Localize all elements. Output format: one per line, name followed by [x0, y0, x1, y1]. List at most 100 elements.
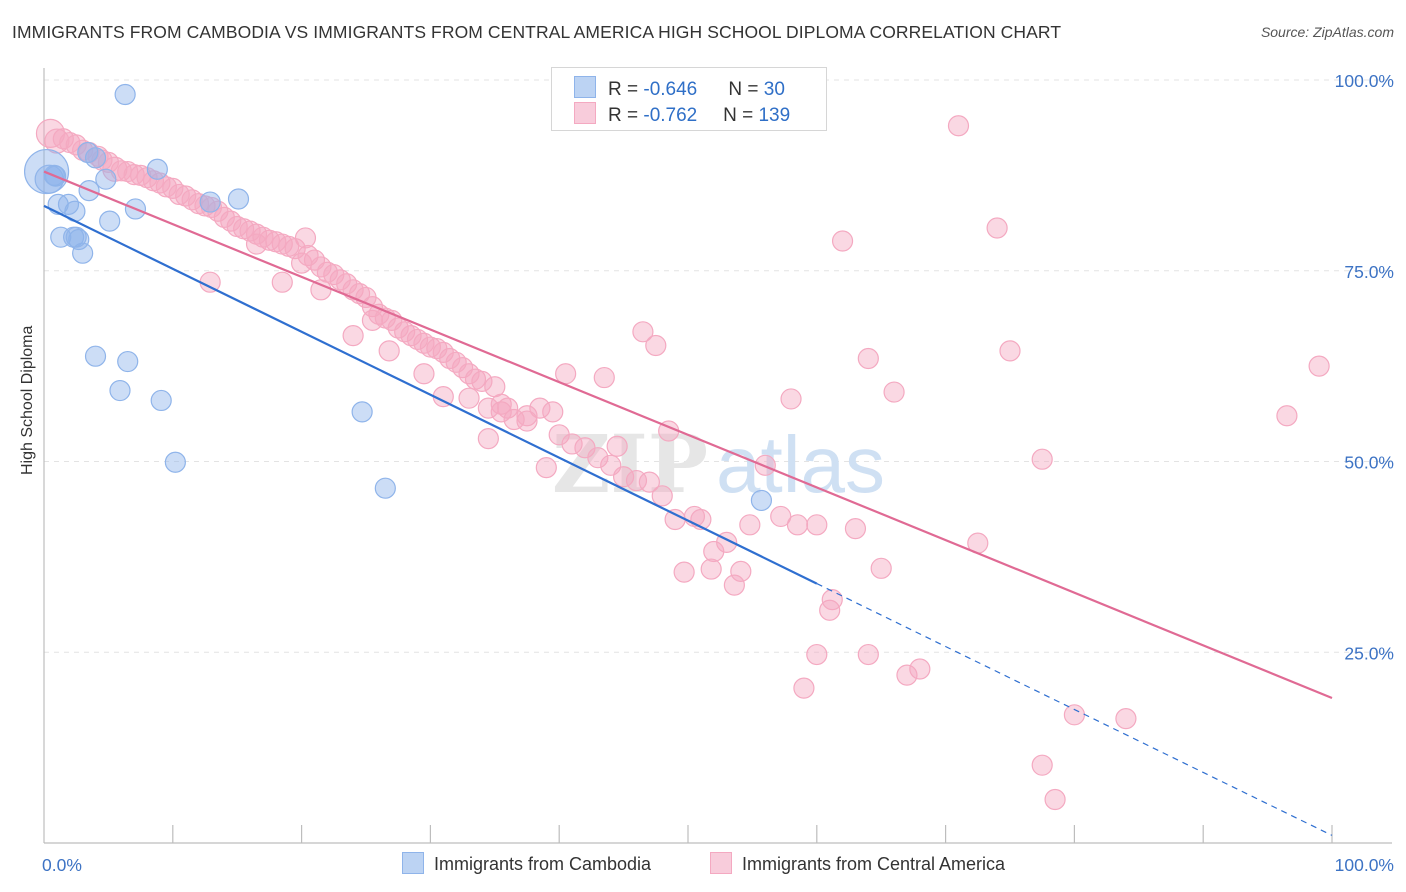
y-tick-label: 100.0% — [1335, 71, 1394, 91]
data-point — [806, 643, 828, 666]
y-tick-label: 25.0% — [1344, 643, 1394, 663]
data-point — [780, 388, 802, 410]
data-point — [770, 505, 792, 528]
data-point — [497, 397, 519, 419]
r-value-central-america: -0.762 — [643, 105, 698, 126]
data-point — [909, 658, 931, 680]
data-point — [291, 252, 313, 274]
data-point — [361, 309, 384, 331]
r-label: R = — [608, 105, 644, 126]
data-point — [294, 227, 317, 249]
legend-label-cambodia: Immigrants from Cambodia — [434, 854, 652, 874]
legend-item-cambodia: Immigrants from Cambodia — [402, 852, 651, 875]
trend-lines — [43, 170, 1333, 836]
data-point — [150, 389, 172, 412]
data-point — [632, 321, 654, 343]
data-point — [419, 336, 441, 358]
data-point — [1031, 448, 1053, 470]
data-point — [529, 397, 551, 419]
data-point — [175, 185, 197, 207]
data-point — [857, 347, 879, 370]
data-point — [561, 433, 583, 455]
data-point — [857, 643, 879, 666]
y-axis-label: High School Diploma — [19, 325, 36, 475]
data-point — [164, 451, 186, 473]
data-point — [146, 158, 168, 180]
correlation-legend: R = -0.646 N = 30 R = -0.762 N = 139 — [551, 67, 827, 131]
data-point — [587, 447, 609, 469]
data-point — [844, 518, 867, 540]
data-point — [986, 217, 1008, 239]
trend-line — [43, 170, 1333, 700]
legend-row-central-america: R = -0.762 N = 139 — [574, 102, 790, 128]
r-label: R = — [608, 79, 644, 100]
y-tick-label: 50.0% — [1344, 453, 1394, 473]
data-point — [593, 366, 615, 389]
data-point — [477, 428, 499, 450]
data-point — [821, 589, 843, 611]
data-point — [406, 328, 429, 351]
legend-swatch-cambodia — [402, 852, 424, 874]
data-point — [413, 332, 435, 354]
data-point — [664, 508, 686, 531]
data-point — [638, 471, 660, 493]
data-point — [99, 210, 121, 232]
data-point — [896, 664, 918, 686]
data-point — [477, 397, 499, 419]
data-point — [77, 141, 99, 164]
data-point — [645, 334, 667, 357]
series-central-america — [35, 115, 1330, 811]
data-point — [999, 340, 1021, 362]
data-point — [84, 147, 107, 169]
data-point — [831, 230, 854, 252]
data-point — [1276, 405, 1298, 427]
data-point — [181, 189, 203, 211]
legend-label-central-america: Immigrants from Central America — [742, 854, 1006, 874]
x-tick-label: 100.0% — [1335, 855, 1394, 875]
r-value-cambodia: -0.646 — [643, 79, 698, 100]
data-point — [245, 233, 268, 255]
data-point — [793, 677, 815, 699]
watermark-zip: ZIP — [552, 417, 708, 511]
data-point — [1031, 754, 1053, 776]
legend-row-cambodia: R = -0.646 N = 30 — [574, 76, 785, 102]
data-point — [258, 229, 280, 251]
data-point — [535, 457, 557, 479]
data-point — [199, 271, 221, 293]
data-point — [227, 188, 250, 210]
data-point — [342, 325, 364, 347]
data-point — [739, 514, 761, 536]
data-point — [870, 557, 892, 579]
series-cambodia — [23, 83, 773, 512]
data-point — [730, 560, 752, 582]
chart-source: Source: ZipAtlas.com — [1260, 24, 1394, 40]
data-point — [413, 363, 435, 385]
data-point — [700, 558, 722, 580]
data-point — [1308, 355, 1330, 377]
trend-line — [43, 204, 818, 585]
legend-swatch-central-america — [574, 102, 596, 124]
legend-item-central-america: Immigrants from Central America — [710, 852, 1005, 875]
data-point — [490, 401, 512, 423]
data-point — [114, 83, 136, 106]
data-point — [199, 191, 221, 213]
data-point — [458, 387, 480, 409]
y-tick-label: 75.0% — [1344, 262, 1394, 282]
n-label: N = — [707, 79, 764, 100]
data-point — [374, 477, 396, 499]
data-point — [387, 317, 409, 339]
tick-labels: 100.0% 75.0% 50.0% 25.0% 0.0% 100.0% — [42, 71, 1394, 875]
data-point — [1063, 704, 1086, 726]
data-point — [542, 401, 564, 423]
data-point — [516, 405, 538, 427]
trend-line-extension — [816, 583, 1333, 836]
data-point — [1115, 708, 1137, 730]
data-point — [786, 514, 809, 536]
n-value-cambodia: 30 — [763, 79, 785, 100]
data-point — [123, 164, 145, 186]
data-point — [84, 345, 107, 367]
data-point — [168, 183, 190, 206]
data-point — [490, 393, 512, 415]
data-point — [673, 561, 695, 583]
